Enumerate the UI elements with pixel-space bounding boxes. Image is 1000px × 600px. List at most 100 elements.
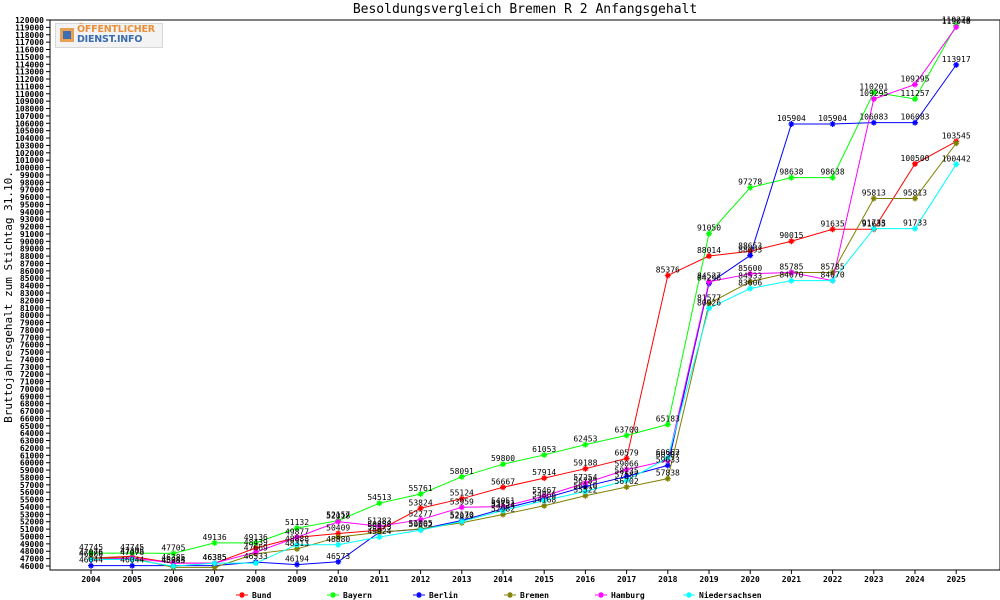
data-point-bayern bbox=[541, 451, 548, 458]
y-axis-label: Bruttojahresgehalt zum Stichtag 31.10. bbox=[2, 171, 15, 423]
series-line-niedersachsen bbox=[91, 164, 957, 567]
data-label: 54051 bbox=[491, 497, 515, 506]
x-tick-label: 2015 bbox=[535, 575, 554, 584]
data-label: 95813 bbox=[903, 188, 927, 197]
legend-marker-bayern bbox=[330, 592, 336, 598]
data-label: 88093 bbox=[738, 245, 762, 254]
y-tick-label: 46000 bbox=[20, 562, 44, 571]
y-tick-label: 51000 bbox=[20, 525, 44, 534]
data-point-berlin bbox=[623, 473, 630, 480]
data-point-niedersachsen bbox=[623, 477, 630, 484]
data-point-bayern bbox=[912, 95, 918, 102]
data-label: 48313 bbox=[285, 539, 309, 548]
x-tick-label: 2019 bbox=[699, 575, 718, 584]
data-label: 51383 bbox=[367, 516, 391, 525]
data-point-bund bbox=[252, 545, 259, 552]
legend-label-berlin: Berlin bbox=[429, 590, 458, 600]
y-tick-label: 116000 bbox=[15, 46, 44, 55]
data-point-hamburg bbox=[912, 81, 918, 88]
data-label: 49924 bbox=[367, 527, 391, 536]
data-point-berlin bbox=[870, 119, 877, 126]
data-label: 103545 bbox=[942, 131, 971, 140]
data-label: 51132 bbox=[285, 518, 309, 527]
y-tick-label: 120000 bbox=[15, 16, 44, 25]
data-point-bund bbox=[664, 272, 671, 279]
y-tick-label: 77000 bbox=[20, 333, 44, 342]
data-point-bayern bbox=[170, 550, 177, 557]
data-label: 85785 bbox=[821, 262, 845, 271]
x-tick-label: 2025 bbox=[947, 575, 966, 584]
data-point-hamburg bbox=[417, 516, 424, 523]
data-point-bund bbox=[335, 530, 342, 537]
data-point-bremen bbox=[912, 195, 918, 202]
y-tick-label: 47000 bbox=[20, 555, 44, 564]
y-tick-label: 108000 bbox=[15, 105, 44, 114]
data-label: 46044 bbox=[79, 556, 103, 565]
data-label: 49136 bbox=[244, 533, 268, 542]
data-label: 84670 bbox=[779, 271, 803, 280]
y-tick-label: 117000 bbox=[15, 38, 44, 47]
site-logo: ÖFFENTLICHER DIENST.INFO bbox=[55, 23, 163, 48]
data-point-hamburg bbox=[458, 504, 465, 511]
data-label: 54168 bbox=[532, 496, 556, 505]
data-point-bund bbox=[500, 484, 506, 491]
data-label: 106083 bbox=[901, 113, 930, 122]
data-label: 46194 bbox=[285, 555, 309, 564]
y-tick-label: 111000 bbox=[15, 82, 44, 91]
data-label: 50409 bbox=[326, 523, 350, 532]
data-label: 46888 bbox=[79, 549, 103, 558]
y-tick-label: 110000 bbox=[15, 90, 44, 99]
data-label: 56702 bbox=[615, 477, 639, 486]
data-label: 84533 bbox=[738, 272, 762, 281]
y-tick-label: 73000 bbox=[20, 363, 44, 372]
data-label: 80926 bbox=[697, 298, 721, 307]
data-point-bremen bbox=[664, 475, 671, 482]
data-point-hamburg bbox=[747, 270, 754, 277]
x-tick-label: 2014 bbox=[493, 575, 512, 584]
x-tick-label: 2018 bbox=[658, 575, 677, 584]
data-point-bremen bbox=[500, 511, 506, 518]
data-label: 46573 bbox=[326, 552, 350, 561]
data-point-niedersachsen bbox=[335, 541, 342, 548]
data-point-hamburg bbox=[541, 493, 548, 500]
data-label: 91635 bbox=[862, 219, 886, 228]
data-point-bayern bbox=[458, 473, 465, 480]
data-point-bund bbox=[582, 465, 589, 472]
y-tick-label: 66000 bbox=[20, 414, 44, 423]
data-label: 48439 bbox=[244, 538, 268, 547]
y-tick-label: 59000 bbox=[20, 466, 44, 475]
data-label: 46044 bbox=[120, 556, 144, 565]
data-point-bayern bbox=[664, 421, 671, 428]
data-point-berlin bbox=[129, 562, 136, 569]
data-label: 110201 bbox=[859, 82, 888, 91]
data-point-niedersachsen bbox=[500, 507, 506, 514]
data-point-bayern bbox=[294, 525, 300, 532]
data-point-bremen bbox=[953, 140, 960, 147]
data-label: 47745 bbox=[120, 543, 144, 552]
data-point-bayern bbox=[211, 539, 218, 546]
data-label: 65183 bbox=[656, 414, 680, 423]
data-label: 59188 bbox=[573, 459, 597, 468]
data-point-niedersachsen bbox=[541, 497, 548, 504]
y-tick-label: 105000 bbox=[15, 127, 44, 136]
data-point-hamburg bbox=[500, 503, 506, 510]
data-point-bund bbox=[706, 253, 712, 260]
data-point-bremen bbox=[294, 545, 300, 552]
data-label: 85376 bbox=[656, 265, 680, 274]
data-point-bayern bbox=[829, 174, 836, 181]
data-label: 60579 bbox=[615, 448, 639, 457]
data-label: 47076 bbox=[120, 548, 144, 557]
legend-marker-bund bbox=[239, 592, 245, 598]
data-label: 52018 bbox=[326, 512, 350, 521]
data-label: 59800 bbox=[491, 454, 515, 463]
data-label: 56785 bbox=[573, 476, 597, 485]
y-tick-label: 95000 bbox=[20, 200, 44, 209]
y-tick-label: 89000 bbox=[20, 245, 44, 254]
data-label: 54513 bbox=[367, 493, 391, 502]
y-tick-label: 107000 bbox=[15, 112, 44, 121]
data-point-bremen bbox=[541, 502, 548, 509]
data-point-niedersachsen bbox=[252, 560, 259, 567]
y-tick-label: 64000 bbox=[20, 429, 44, 438]
y-tick-label: 55000 bbox=[20, 496, 44, 505]
